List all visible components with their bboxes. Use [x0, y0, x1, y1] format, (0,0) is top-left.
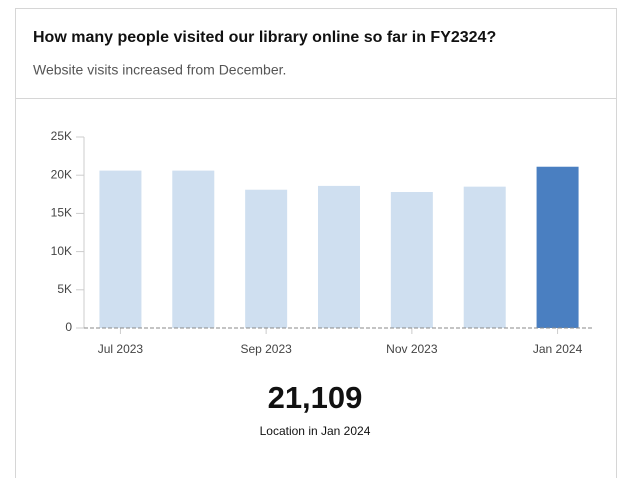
y-tick-label: 5K	[57, 282, 72, 296]
bar	[390, 192, 433, 328]
y-tick-label: 10K	[51, 244, 72, 258]
y-tick-label: 25K	[51, 129, 72, 143]
y-tick-label: 20K	[51, 167, 72, 181]
y-tick-label: 15K	[51, 206, 72, 220]
y-tick-label: 0	[65, 320, 72, 334]
x-tick-label: Jan 2024	[533, 342, 583, 356]
chart-subtitle: Website visits increased from December.	[33, 62, 286, 78]
callout-caption: Location in Jan 2024	[260, 424, 371, 438]
chart-title: How many people visited our library onli…	[33, 29, 496, 46]
bar	[245, 189, 288, 328]
x-tick-label: Jul 2023	[98, 342, 144, 356]
bar	[463, 186, 506, 328]
bar	[172, 170, 215, 328]
x-tick-label: Nov 2023	[386, 342, 438, 356]
bar	[99, 170, 142, 328]
callout: 21,109	[268, 380, 363, 415]
bar	[318, 185, 360, 328]
x-tick-label: Sep 2023	[240, 342, 292, 356]
bar	[536, 166, 579, 328]
